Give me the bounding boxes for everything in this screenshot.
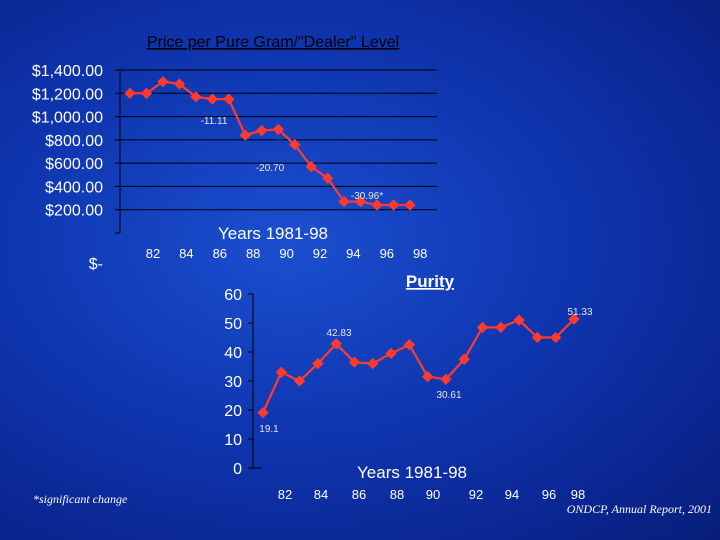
- price-data-point: [289, 138, 301, 151]
- price-y-tick-label: $1,400.00: [32, 63, 103, 80]
- price-x-ticks: 82 84 86 88 90 92 94 96 98: [146, 246, 428, 261]
- purity-data-point: [312, 357, 324, 370]
- price-y-tick-label: $200.00: [45, 203, 103, 220]
- purity-x-tick-label: 82: [278, 487, 292, 502]
- price-y-tick-label: $1,200.00: [32, 86, 103, 103]
- price-data-point: [239, 129, 251, 141]
- price-x-tick-label: 84: [179, 246, 193, 261]
- price-y-tick-label: $400.00: [45, 179, 103, 196]
- price-x-tick-label: 96: [380, 246, 394, 261]
- purity-x-tick-label: 98: [571, 487, 585, 502]
- source-citation: ONDCP, Annual Report, 2001: [567, 502, 712, 516]
- price-x-label: Years 1981-98: [218, 224, 328, 243]
- purity-y-tick-label: 0: [233, 461, 242, 478]
- price-x-tick-label: 92: [313, 246, 327, 261]
- price-data-point: [371, 199, 383, 211]
- purity-data-point: [275, 366, 287, 378]
- purity-data-point: [568, 313, 580, 325]
- purity-y-tick-label: 60: [224, 287, 242, 304]
- purity-data-point: [257, 406, 269, 419]
- price-y-tick-label: $-: [89, 256, 103, 273]
- purity-data-point: [330, 338, 342, 350]
- purity-data-point: [348, 356, 361, 368]
- price-data-point: [354, 195, 367, 208]
- purity-axis: [248, 293, 262, 469]
- purity-data-point: [440, 373, 452, 385]
- purity-annotation-3: 30.61: [436, 390, 461, 401]
- price-y-tick-label: $800.00: [45, 133, 103, 150]
- footnote: *significant change: [33, 492, 128, 506]
- purity-data-point: [403, 339, 416, 351]
- price-data-point: [404, 199, 416, 211]
- purity-y-tick-label: 10: [224, 432, 242, 449]
- purity-x-tick-label: 92: [469, 487, 483, 502]
- purity-annotation-2: 42.83: [326, 328, 351, 339]
- purity-series: [257, 313, 580, 419]
- price-annotation-3: -30.96*: [351, 191, 383, 202]
- price-y-tick-label: $600.00: [45, 156, 103, 173]
- purity-y-tick-label: 40: [224, 345, 242, 362]
- purity-x-tick-label: 94: [505, 487, 519, 502]
- purity-y-tick-label: 30: [224, 374, 242, 391]
- purity-data-point: [367, 357, 379, 370]
- price-x-tick-label: 86: [213, 246, 227, 261]
- purity-x-tick-label: 88: [390, 487, 404, 502]
- price-x-tick-label: 88: [246, 246, 260, 261]
- purity-y-tick-label: 50: [224, 316, 242, 333]
- purity-annotation-1: 51.33: [567, 307, 592, 318]
- price-gridlines: [115, 69, 437, 234]
- purity-data-point: [476, 321, 489, 334]
- purity-y-tick-label: 20: [224, 403, 242, 420]
- purity-x-label: Years 1981-98: [357, 463, 467, 482]
- purity-data-point: [458, 353, 470, 365]
- price-chart-title: Price per Pure Gram/"Dealer" Level: [147, 34, 399, 51]
- price-data-point: [338, 195, 350, 208]
- price-data-point: [305, 160, 317, 173]
- purity-x-tick-label: 90: [426, 487, 440, 502]
- purity-chart-title: Purity: [406, 272, 455, 291]
- purity-data-point: [495, 321, 507, 334]
- purity-data-point: [531, 331, 544, 344]
- price-data-point: [206, 93, 219, 105]
- purity-y-ticks: 60 50 40 30 20 10 0: [224, 287, 242, 478]
- purity-x-tick-label: 86: [352, 487, 366, 502]
- price-x-tick-label: 82: [146, 246, 160, 261]
- purity-annotation-4: 19.1: [259, 424, 279, 435]
- price-data-point: [124, 87, 136, 99]
- price-chart: Price per Pure Gram/"Dealer" Level $1,40…: [32, 34, 437, 273]
- price-x-tick-label: 94: [346, 246, 360, 261]
- price-data-point: [321, 172, 334, 184]
- purity-x-ticks: 82 84 86 88 90 92 94 96 98: [278, 487, 585, 502]
- price-data-point: [256, 124, 268, 137]
- purity-data-point: [421, 370, 434, 383]
- price-y-tick-label: $1,000.00: [32, 110, 103, 127]
- price-x-tick-label: 98: [413, 246, 427, 261]
- purity-x-tick-label: 84: [314, 487, 328, 502]
- purity-data-point: [293, 375, 306, 387]
- purity-data-point: [513, 314, 525, 326]
- price-annotation-2: -20.70: [256, 163, 285, 174]
- purity-series-line: [261, 318, 575, 414]
- purity-data-point: [550, 331, 562, 344]
- purity-data-point: [385, 347, 397, 360]
- price-y-ticks: $1,400.00 $1,200.00 $1,000.00 $800.00 $600.0…: [32, 63, 103, 273]
- purity-x-tick-label: 96: [542, 487, 556, 502]
- price-annotation-1: -11.11: [201, 116, 228, 127]
- price-data-point: [387, 199, 400, 211]
- price-data-point: [223, 93, 235, 105]
- price-x-tick-label: 90: [279, 246, 293, 261]
